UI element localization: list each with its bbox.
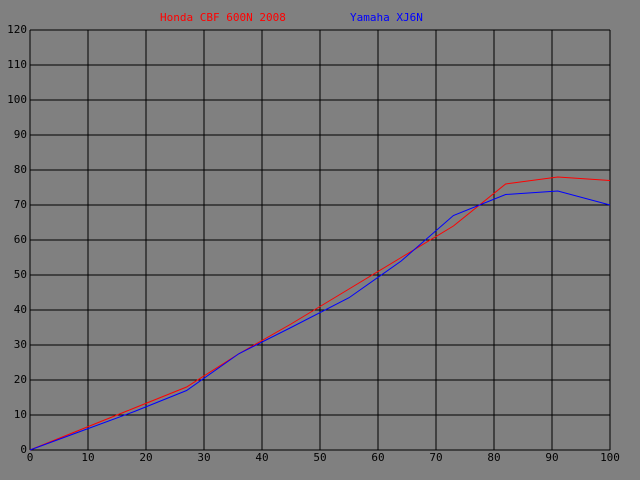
x-tick-label: 20 (139, 451, 152, 464)
x-tick-label: 80 (487, 451, 500, 464)
y-tick-label: 110 (7, 58, 27, 71)
y-tick-label: 10 (14, 408, 27, 421)
x-tick-label: 60 (371, 451, 384, 464)
x-tick-label: 100 (600, 451, 620, 464)
y-tick-label: 60 (14, 233, 27, 246)
x-tick-label: 30 (197, 451, 210, 464)
y-tick-label: 90 (14, 128, 27, 141)
x-tick-label: 0 (27, 451, 34, 464)
y-tick-label: 40 (14, 303, 27, 316)
y-tick-label: 50 (14, 268, 27, 281)
y-tick-label: 30 (14, 338, 27, 351)
x-tick-label: 40 (255, 451, 268, 464)
y-tick-label: 0 (20, 443, 27, 456)
y-tick-label: 80 (14, 163, 27, 176)
y-tick-label: 120 (7, 23, 27, 36)
y-tick-label: 20 (14, 373, 27, 386)
legend-label: Honda CBF 600N 2008 (160, 11, 286, 24)
data-line (29, 190, 611, 451)
data-line (29, 176, 611, 451)
legend-label: Yamaha XJ6N (350, 11, 423, 24)
x-tick-label: 50 (313, 451, 326, 464)
y-tick-label: 70 (14, 198, 27, 211)
y-tick-label: 100 (7, 93, 27, 106)
x-tick-label: 90 (545, 451, 558, 464)
x-tick-label: 70 (429, 451, 442, 464)
x-tick-label: 10 (81, 451, 94, 464)
